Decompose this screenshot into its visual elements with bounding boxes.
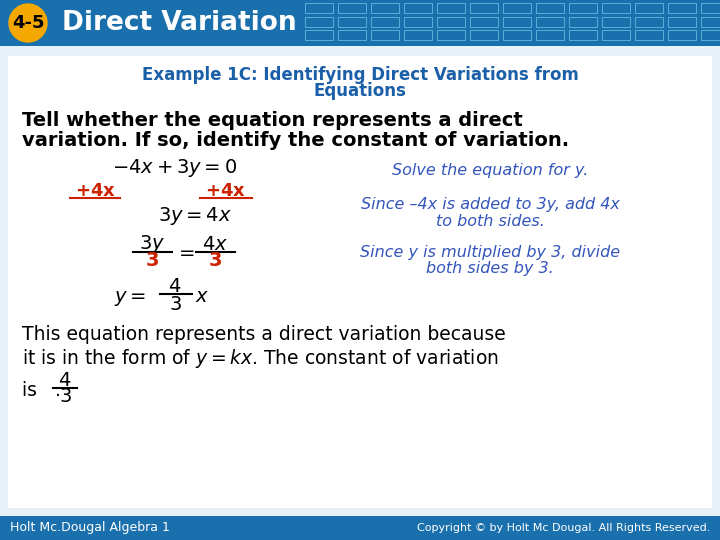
Bar [503,17,531,26]
Bar [701,30,720,40]
Text: Copyright © by Holt Mc Dougal. All Rights Reserved.: Copyright © by Holt Mc Dougal. All Right… [417,523,710,533]
Bar [536,17,564,26]
Text: 4-5: 4-5 [12,14,44,32]
Text: $4$: $4$ [168,276,181,295]
Bar [635,17,663,26]
Bar [602,17,630,26]
Text: $\mathbf{+4x}$: $\mathbf{+4x}$ [204,182,246,200]
Text: $3y$: $3y$ [139,233,165,255]
Bar [404,30,432,40]
Text: Solve the equation for y.: Solve the equation for y. [392,163,588,178]
Text: Direct Variation: Direct Variation [62,10,297,36]
Bar [470,17,498,26]
Bar [668,30,696,40]
Text: it is in the form of $y = kx$. The constant of variation: it is in the form of $y = kx$. The const… [22,347,499,369]
Bar [635,30,663,40]
Text: to both sides.: to both sides. [436,213,544,228]
Text: $3$: $3$ [58,388,71,407]
Bar [305,17,333,26]
Bar [371,3,399,13]
Bar [0,516,720,540]
Bar [668,17,696,26]
Bar [569,3,597,13]
Text: is   .: is . [22,381,61,400]
Bar [437,17,465,26]
Bar [635,3,663,13]
Bar [338,17,366,26]
Text: Equations: Equations [314,82,406,100]
Bar [404,3,432,13]
Text: Tell whether the equation represents a direct: Tell whether the equation represents a d… [22,111,523,130]
Bar [437,30,465,40]
Bar [470,30,498,40]
Text: $3y = 4x$: $3y = 4x$ [158,205,232,227]
Text: $x$: $x$ [195,287,209,306]
Bar [437,3,465,13]
Bar [503,3,531,13]
Bar [305,30,333,40]
Bar [503,30,531,40]
Text: Holt Mc.Dougal Algebra 1: Holt Mc.Dougal Algebra 1 [10,522,170,535]
Text: variation. If so, identify the constant of variation.: variation. If so, identify the constant … [22,131,569,150]
Bar [536,30,564,40]
Text: $3$: $3$ [168,294,181,314]
Bar [602,30,630,40]
Text: $y =$: $y =$ [114,288,146,307]
Bar [602,3,630,13]
Bar [371,30,399,40]
Text: Since y is multiplied by 3, divide: Since y is multiplied by 3, divide [360,246,620,260]
Text: Example 1C: Identifying Direct Variations from: Example 1C: Identifying Direct Variation… [142,66,578,84]
Bar [536,3,564,13]
Bar [701,3,720,13]
Bar [305,3,333,13]
Bar [0,46,720,516]
Bar [8,56,712,508]
Text: $\mathbf{+4x}$: $\mathbf{+4x}$ [75,182,115,200]
Bar [404,17,432,26]
Circle shape [9,4,47,42]
Bar [338,30,366,40]
Bar [338,3,366,13]
Text: $\mathbf{3}$: $\mathbf{3}$ [208,252,222,271]
Text: This equation represents a direct variation because: This equation represents a direct variat… [22,326,505,345]
Bar [668,3,696,13]
Text: $\mathbf{3}$: $\mathbf{3}$ [145,252,159,271]
Bar [701,17,720,26]
Text: $=$: $=$ [175,242,195,261]
Text: $4$: $4$ [58,370,72,389]
Text: $-4x + 3y = 0$: $-4x + 3y = 0$ [112,157,238,179]
Text: Since –4x is added to 3y, add 4x: Since –4x is added to 3y, add 4x [361,198,619,213]
Text: $4x$: $4x$ [202,234,228,253]
Bar [569,17,597,26]
Bar [371,17,399,26]
Bar [569,30,597,40]
Text: both sides by 3.: both sides by 3. [426,261,554,276]
Bar [470,3,498,13]
Bar [0,0,720,46]
